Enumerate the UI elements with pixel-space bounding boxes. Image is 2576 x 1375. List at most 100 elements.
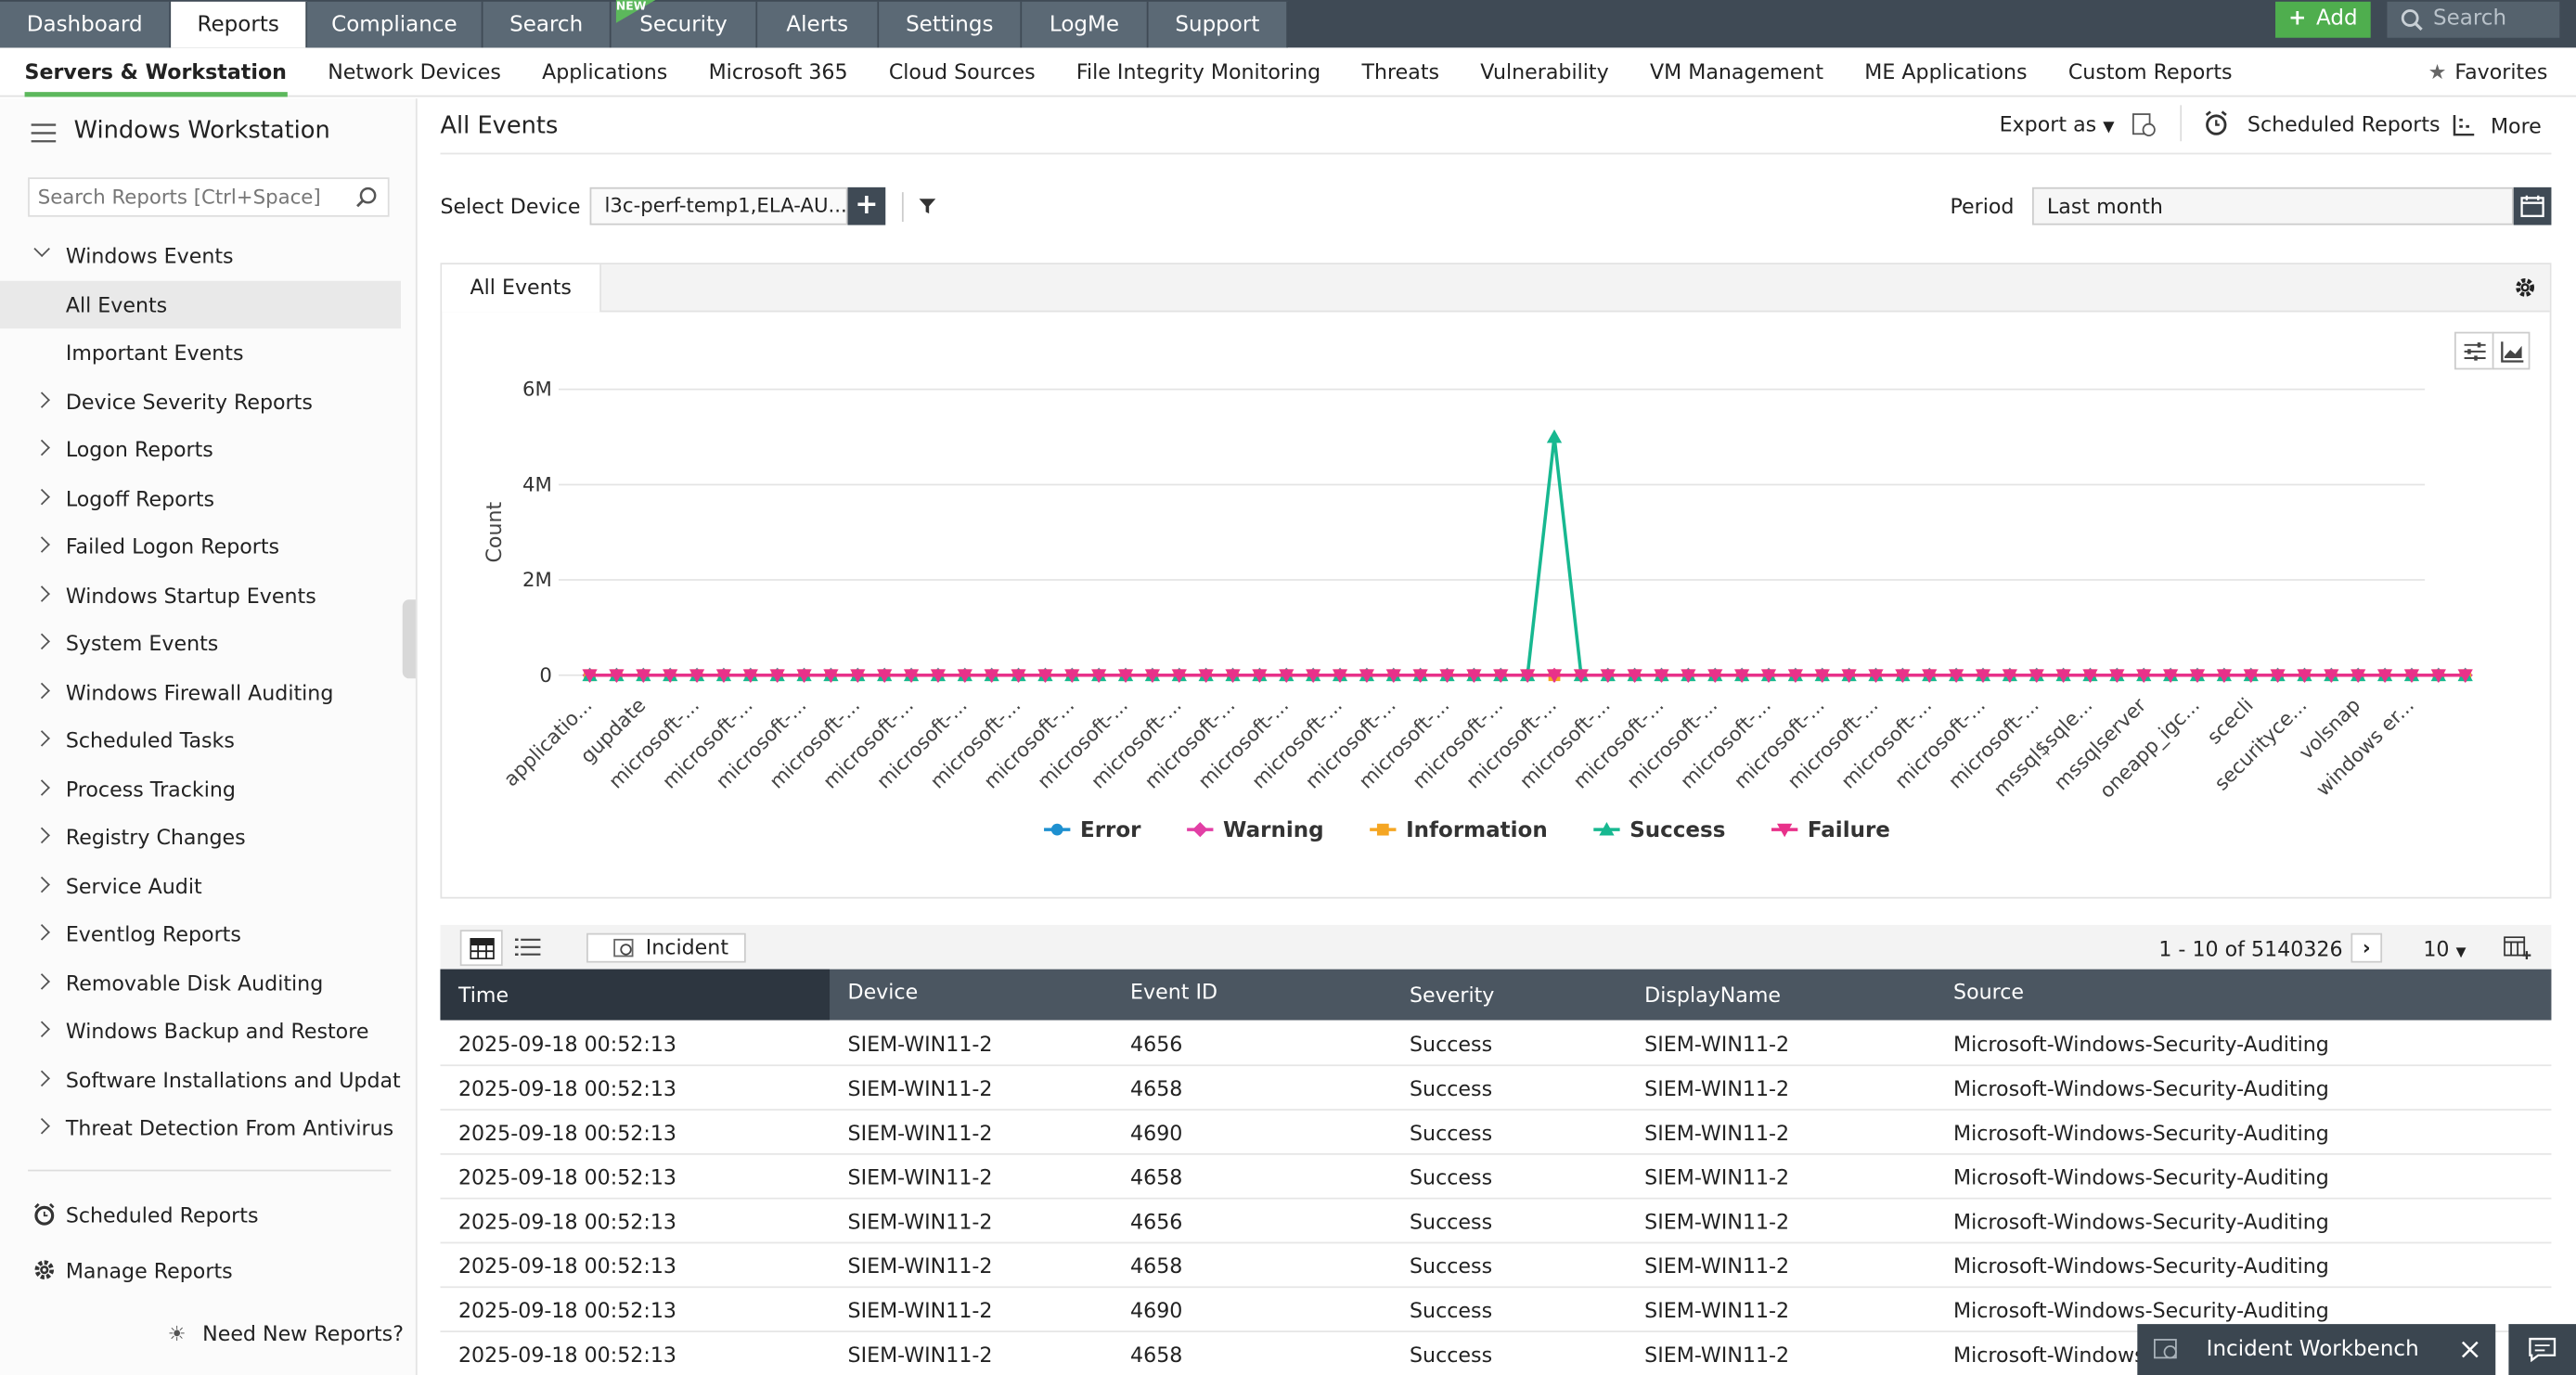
nav-tab[interactable]: Compliance — [307, 1, 483, 48]
chevron — [33, 536, 50, 553]
report-group[interactable]: Eventlog Reports — [0, 910, 401, 957]
add-device-button[interactable]: + — [847, 186, 886, 225]
nav-tab[interactable]: Search — [483, 1, 612, 48]
calendar-button[interactable] — [2513, 186, 2552, 225]
table-cell: SIEM-WIN11-2 — [1644, 1342, 1790, 1368]
bulb-icon: ☀ — [167, 1320, 187, 1346]
table-cell: 4656 — [1130, 1209, 1183, 1234]
sub-nav-item[interactable]: Cloud Sources — [888, 58, 1036, 84]
nav-tab[interactable]: Support — [1148, 1, 1289, 48]
filter-icon[interactable] — [919, 197, 936, 214]
report-group[interactable]: Logoff Reports — [0, 474, 401, 521]
export-icon[interactable] — [2131, 111, 2157, 137]
point — [2403, 669, 2420, 683]
period-select[interactable]: Last month — [2031, 186, 2514, 225]
chart-options-button[interactable] — [2454, 331, 2494, 370]
columns-icon[interactable] — [2504, 936, 2531, 960]
help-link[interactable]: ☀ Need New Reports? — [168, 1321, 404, 1346]
table-cell: SIEM-WIN11-2 — [847, 1253, 993, 1279]
group-label: System Events — [65, 630, 219, 656]
report-group[interactable]: Removable Disk Auditing — [0, 958, 401, 1006]
sub-nav-item[interactable]: Network Devices — [328, 58, 501, 84]
table-cell: SIEM-WIN11-2 — [847, 1164, 993, 1189]
sub-nav-item[interactable]: File Integrity Monitoring — [1075, 58, 1321, 84]
close-icon[interactable] — [2461, 1341, 2479, 1358]
chart-type-button[interactable] — [2492, 331, 2531, 370]
divider — [28, 1169, 392, 1172]
point — [1091, 669, 1107, 683]
column-header[interactable]: Severity — [1410, 982, 1495, 1008]
global-search[interactable]: Search — [2387, 1, 2560, 38]
chart-panel — [440, 263, 2552, 899]
list-view-icon[interactable] — [514, 936, 541, 957]
grid-icon — [470, 938, 495, 960]
table-cell: 2025-09-18 00:52:13 — [457, 1031, 676, 1057]
report-group[interactable]: Scheduled Tasks — [0, 716, 401, 764]
nav-tab[interactable]: Dashboard — [0, 1, 172, 48]
nav-tab[interactable]: Reports — [171, 1, 308, 48]
chevron — [33, 972, 50, 989]
incident-button[interactable]: Incident — [586, 932, 746, 963]
nav-tab[interactable]: Alerts — [757, 1, 880, 48]
chart-tab[interactable]: All Events — [442, 264, 601, 313]
report-group[interactable]: Service Audit — [0, 862, 401, 909]
footer-link[interactable]: Scheduled Reports — [0, 1191, 401, 1239]
column-header[interactable]: DisplayName — [1644, 982, 1782, 1008]
point — [903, 669, 920, 683]
grid-view-button[interactable] — [459, 930, 503, 967]
sub-nav-item[interactable]: Microsoft 365 — [708, 58, 848, 84]
column-header[interactable]: Time — [457, 982, 509, 1008]
nav-tab[interactable]: LogMe — [1022, 1, 1149, 48]
point — [957, 669, 972, 683]
report-search[interactable]: Search Reports [Ctrl+Space] — [28, 177, 390, 217]
report-item[interactable]: All Events — [0, 279, 401, 328]
x-tick-label: applicatio... — [499, 694, 597, 791]
incident-workbench[interactable]: Incident Workbench — [2137, 1324, 2496, 1375]
device-select[interactable]: l3c-perf-temp1,ELA-AU... — [589, 186, 848, 225]
sub-nav-item[interactable]: Servers & Workstation — [24, 46, 287, 96]
report-item[interactable]: Important Events — [65, 340, 244, 366]
export-label: Export as — [1999, 111, 2097, 136]
report-group[interactable]: Device Severity Reports — [0, 377, 401, 424]
nav-tab[interactable]: Security — [611, 1, 758, 48]
report-group[interactable]: Software Installations and Updates — [0, 1056, 401, 1103]
point — [1064, 669, 1080, 683]
export-menu[interactable]: Export as ▼ — [2000, 111, 2115, 136]
point — [1493, 669, 1509, 683]
collapse-handle[interactable] — [402, 599, 416, 679]
page-size[interactable]: 10 ▼ — [2423, 936, 2466, 961]
group-label: Failed Logon Reports — [65, 533, 280, 559]
point — [930, 669, 947, 683]
menu-icon[interactable] — [30, 122, 58, 145]
report-group[interactable]: Process Tracking — [0, 765, 401, 812]
nav-tab[interactable]: Settings — [879, 1, 1023, 48]
y-axis-title: Count — [483, 502, 507, 563]
report-group[interactable]: Windows Startup Events — [0, 571, 401, 618]
scheduled-reports-link[interactable]: Scheduled Reports — [2247, 111, 2441, 136]
sub-nav-item[interactable]: Custom Reports — [2067, 58, 2233, 84]
report-group[interactable]: Threat Detection From Antivirus — [0, 1104, 401, 1135]
settings-icon[interactable] — [2514, 276, 2537, 299]
column-header[interactable]: Device — [847, 979, 919, 1004]
report-group[interactable]: System Events — [0, 620, 401, 667]
report-group[interactable]: Failed Logon Reports — [0, 522, 401, 570]
add-button[interactable]: + Add — [2275, 1, 2371, 38]
report-group[interactable]: Logon Reports — [0, 426, 401, 473]
next-page-button[interactable]: › — [2351, 932, 2383, 963]
report-group[interactable]: Windows Backup and Restore — [0, 1007, 401, 1054]
sub-nav-item[interactable]: VM Management — [1649, 58, 1824, 84]
report-group[interactable]: Windows Firewall Auditing — [0, 668, 401, 715]
sub-nav-item[interactable]: Threats — [1361, 58, 1440, 84]
chat-button[interactable] — [2508, 1324, 2576, 1375]
sub-nav-item[interactable]: ME Applications — [1864, 58, 2028, 84]
column-header[interactable]: Source — [1953, 979, 2025, 1004]
footer-link[interactable]: Manage Reports — [0, 1247, 401, 1294]
favorites[interactable]: ★ Favorites — [2428, 59, 2548, 84]
report-group[interactable]: Registry Changes — [0, 813, 401, 860]
report-group[interactable]: Windows Events — [0, 232, 401, 279]
sub-nav-item[interactable]: Vulnerability — [1480, 58, 1609, 84]
sub-nav-item[interactable]: Applications — [542, 58, 668, 84]
more-link[interactable]: More — [2490, 113, 2542, 138]
footer-icon — [32, 1258, 56, 1281]
column-header[interactable]: Event ID — [1130, 979, 1218, 1004]
